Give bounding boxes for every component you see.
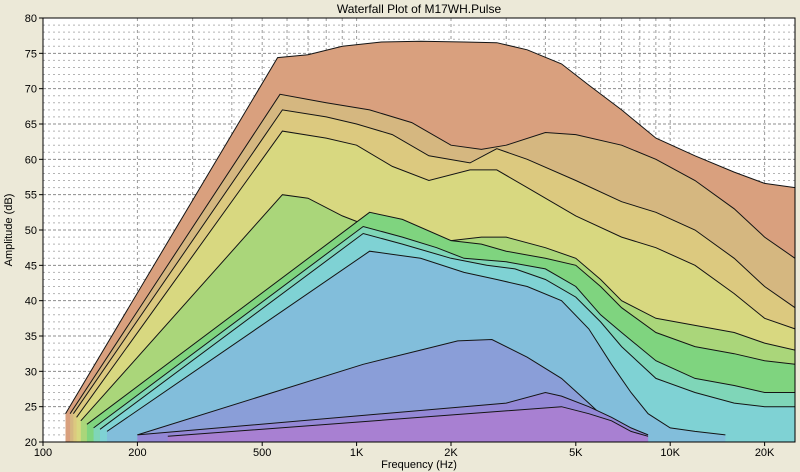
y-tick-label: 75 [25,48,37,60]
waterfall-slice-line [137,391,649,436]
x-tick-label: 200 [128,447,146,459]
x-tick-label: 500 [253,447,271,459]
y-tick-label: 55 [25,190,37,202]
waterfall-slice-line [76,130,796,418]
chart-title: Waterfall Plot of M17WH.Pulse [337,2,502,16]
y-tick-label: 60 [25,154,37,166]
waterfall-slice-line [80,194,796,422]
waterfall-slice-line [69,93,796,414]
y-axis-ticks: 20 25 30 35 40 45 50 55 60 65 70 75 80 [25,13,43,449]
y-tick-label: 65 [25,119,37,131]
waterfall-slice-line [99,232,795,430]
y-axis-label: Amplitude (dB) [3,194,15,267]
waterfall-slice-line [72,109,796,414]
waterfall-slices [65,40,796,443]
x-tick-label: 10K [660,447,680,459]
y-tick-label: 35 [25,331,37,343]
y-tick-label: 45 [25,260,37,272]
x-axis-label: Frequency (Hz) [381,459,457,471]
y-tick-label: 70 [25,84,37,96]
x-tick-label: 20K [755,447,775,459]
x-tick-label: 5K [569,447,583,459]
x-tick-label: 100 [34,447,52,459]
waterfall-slice-line [93,225,795,429]
y-tick-label: 40 [25,296,37,308]
y-tick-label: 50 [25,225,37,237]
waterfall-slice-line [65,40,796,414]
waterfall-slice-line [106,250,726,436]
x-tick-label: 1K [350,447,364,459]
waterfall-slice-line [167,406,649,437]
x-axis-ticks: 100 200 500 1K 2K 5K 10K 20K [34,442,775,459]
x-tick-label: 2K [444,447,458,459]
y-tick-label: 20 [25,437,37,449]
y-tick-label: 80 [25,13,37,25]
y-tick-label: 25 [25,402,37,414]
y-tick-label: 30 [25,366,37,378]
waterfall-slice-line [86,211,796,425]
waterfall-slice-fill [167,406,649,442]
